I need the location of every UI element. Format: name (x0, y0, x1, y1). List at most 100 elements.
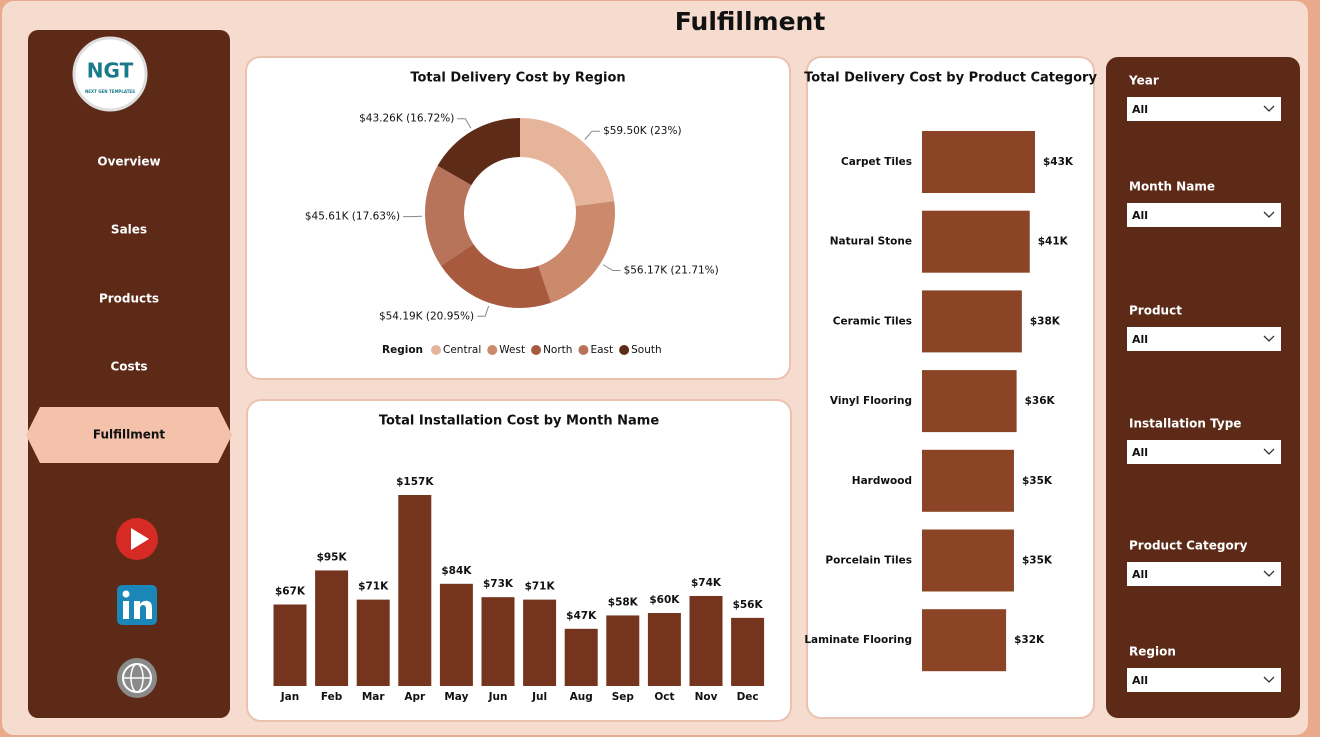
category-label: Hardwood (852, 475, 912, 487)
data-label: $58K (608, 596, 639, 608)
data-label: $59.50K (23%) (603, 125, 682, 137)
linkedin-i (123, 601, 129, 619)
x-tick-label: Nov (695, 691, 718, 703)
data-label: $43K (1043, 156, 1074, 168)
leader-line (477, 305, 490, 317)
web-icon[interactable] (117, 658, 157, 698)
nav-item[interactable]: Overview (97, 155, 160, 169)
data-label: $47K (566, 610, 597, 622)
data-label: $157K (396, 476, 434, 488)
legend-label: West (499, 344, 525, 356)
legend-swatch (619, 345, 630, 355)
bar (922, 131, 1035, 193)
x-tick-label: Jan (280, 691, 299, 703)
legend-swatch (531, 345, 542, 355)
chart-card (245, 56, 791, 380)
nav-active (26, 407, 232, 463)
bar (731, 617, 765, 686)
filter-value: All (1132, 103, 1148, 116)
bar (523, 599, 557, 686)
data-label: $74K (691, 577, 722, 589)
category-label: Carpet Tiles (841, 156, 912, 168)
logo (72, 36, 148, 112)
legend-label: North (543, 344, 572, 356)
bar (439, 583, 473, 686)
bar (922, 290, 1022, 353)
x-tick-label: Jul (531, 691, 547, 703)
linkedin-icon[interactable] (117, 585, 157, 625)
data-label: $84K (441, 565, 472, 577)
category-label: Porcelain Tiles (825, 555, 912, 567)
donut-slice (437, 118, 520, 186)
legend-title: Region (382, 344, 423, 356)
filter-dropdown[interactable] (1127, 562, 1281, 586)
filter-label: Region (1129, 645, 1176, 659)
filter-value: All (1132, 209, 1148, 222)
data-label: $43.26K (16.72%) (359, 113, 454, 125)
filter-value: All (1132, 568, 1148, 581)
bar (315, 570, 349, 686)
youtube-icon[interactable] (116, 518, 158, 560)
data-label: $38K (1030, 315, 1061, 327)
x-tick-label: May (444, 691, 468, 703)
nav-item[interactable]: Costs (110, 360, 147, 374)
donut-slice (538, 201, 615, 303)
bar (606, 615, 640, 686)
dropdown-chevron (1263, 335, 1275, 342)
dropdown-chevron (1263, 676, 1275, 683)
data-label: $67K (275, 585, 306, 597)
x-tick-label: Dec (737, 691, 759, 703)
bar (481, 597, 515, 686)
bar (273, 604, 307, 686)
x-tick-label: Aug (570, 691, 593, 703)
donut-slice (520, 118, 615, 206)
data-label: $73K (483, 578, 514, 590)
filter-dropdown[interactable] (1127, 203, 1281, 227)
youtube-play (131, 528, 149, 550)
leader-line (584, 130, 601, 140)
nav-item[interactable]: Products (99, 292, 159, 306)
dropdown-chevron (1263, 211, 1275, 218)
data-label: $56.17K (21.71%) (624, 265, 719, 277)
donut-slice (440, 244, 552, 308)
data-label: $32K (1014, 634, 1045, 646)
x-tick-label: Mar (362, 691, 386, 703)
bar (689, 595, 723, 686)
x-tick-label: Jun (488, 691, 508, 703)
data-label: $54.19K (20.95%) (379, 310, 474, 322)
data-label: $45.61K (17.63%) (305, 211, 400, 223)
data-label: $60K (649, 594, 680, 606)
category-label: Natural Stone (830, 236, 912, 248)
filter-dropdown[interactable] (1127, 327, 1281, 351)
leader-line (457, 118, 472, 129)
filter-panel (1106, 57, 1300, 718)
data-label: $41K (1038, 236, 1069, 248)
legend-swatch (487, 345, 498, 355)
chart-title: Total Delivery Cost by Product Category (804, 71, 1097, 86)
bar (647, 613, 681, 686)
category-label: Vinyl Flooring (830, 395, 912, 407)
dropdown-chevron (1263, 105, 1275, 112)
filter-dropdown[interactable] (1127, 668, 1281, 692)
nav-item[interactable]: Fulfillment (93, 428, 166, 442)
bar (922, 370, 1017, 433)
legend-swatch (431, 345, 442, 355)
bar (922, 609, 1007, 672)
filter-dropdown[interactable] (1127, 97, 1281, 121)
bar (398, 495, 432, 686)
x-tick-label: Apr (404, 691, 426, 703)
bar (922, 210, 1030, 273)
filter-dropdown[interactable] (1127, 440, 1281, 464)
bar (356, 599, 390, 686)
filter-value: All (1132, 333, 1148, 346)
bar (564, 628, 598, 686)
category-label: Ceramic Tiles (833, 315, 912, 327)
bar (922, 449, 1014, 512)
data-label: $71K (525, 581, 556, 593)
filter-label: Installation Type (1129, 417, 1241, 431)
legend-label: South (631, 344, 662, 356)
filter-label: Product Category (1129, 539, 1248, 553)
nav-item[interactable]: Sales (111, 223, 147, 237)
